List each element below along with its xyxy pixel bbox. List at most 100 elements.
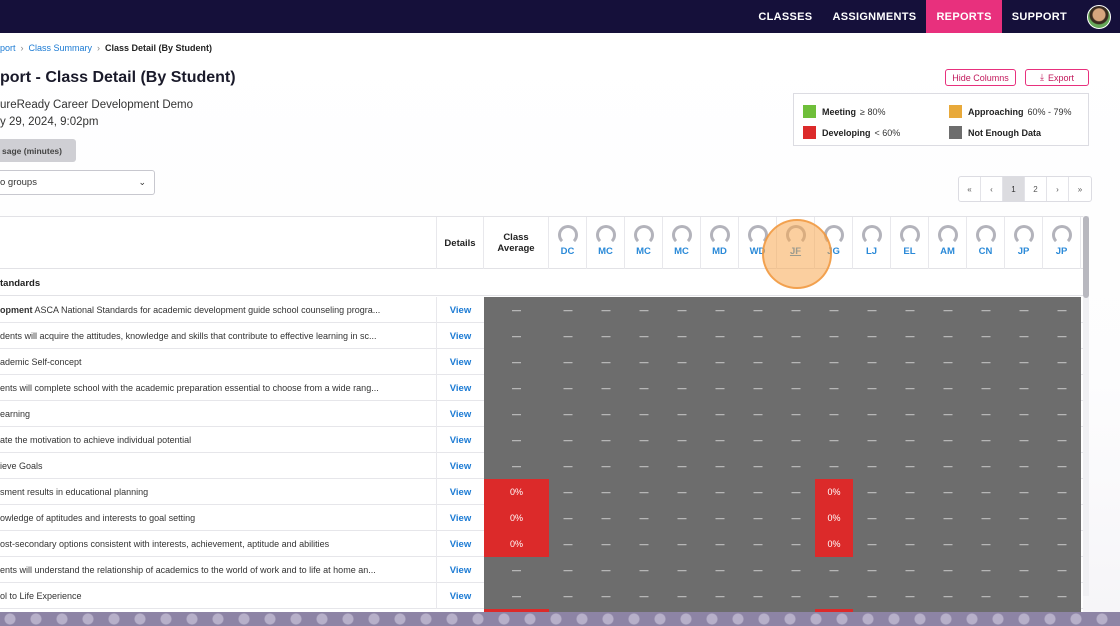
student-score-cell[interactable]: — xyxy=(549,531,587,557)
student-score-cell[interactable]: — xyxy=(853,297,891,323)
class-average-cell[interactable]: — xyxy=(484,323,549,349)
student-score-cell[interactable]: — xyxy=(891,531,929,557)
student-initials[interactable]: MC xyxy=(598,246,613,257)
class-average-cell[interactable]: — xyxy=(484,297,549,323)
student-score-cell[interactable]: — xyxy=(739,557,777,583)
student-initials[interactable]: MC xyxy=(674,246,689,257)
student-score-cell[interactable]: — xyxy=(587,505,625,531)
student-score-cell[interactable]: — xyxy=(663,479,701,505)
nav-classes[interactable]: CLASSES xyxy=(758,10,813,23)
student-score-cell[interactable]: — xyxy=(701,427,739,453)
student-score-cell[interactable]: — xyxy=(777,297,815,323)
student-score-cell[interactable]: — xyxy=(1043,531,1081,557)
student-score-cell[interactable]: — xyxy=(625,453,663,479)
student-score-cell[interactable]: — xyxy=(701,453,739,479)
view-link[interactable]: View xyxy=(436,557,484,583)
student-initials[interactable]: EL xyxy=(903,246,916,257)
student-score-cell[interactable]: — xyxy=(625,531,663,557)
student-score-cell[interactable] xyxy=(701,609,739,612)
class-average-cell[interactable]: — xyxy=(484,427,549,453)
student-score-cell[interactable]: — xyxy=(1005,453,1043,479)
student-score-cell[interactable]: — xyxy=(587,349,625,375)
student-score-cell[interactable]: — xyxy=(815,583,853,609)
class-average-cell[interactable]: — xyxy=(484,375,549,401)
student-score-cell[interactable]: — xyxy=(853,453,891,479)
student-score-cell[interactable]: — xyxy=(1043,349,1081,375)
student-score-cell[interactable]: — xyxy=(587,297,625,323)
student-score-cell[interactable]: — xyxy=(701,323,739,349)
student-score-cell[interactable] xyxy=(1005,609,1043,612)
student-score-cell[interactable]: — xyxy=(777,375,815,401)
student-score-cell[interactable]: — xyxy=(1005,375,1043,401)
student-score-cell[interactable]: — xyxy=(891,583,929,609)
student-initials[interactable]: MC xyxy=(636,246,651,257)
student-score-cell[interactable]: — xyxy=(967,297,1005,323)
student-score-cell[interactable]: — xyxy=(587,531,625,557)
student-score-cell[interactable]: — xyxy=(1043,505,1081,531)
student-initials[interactable]: MD xyxy=(712,246,727,257)
view-link[interactable]: View xyxy=(436,323,484,349)
class-average-cell[interactable]: — xyxy=(484,349,549,375)
pager-last-button[interactable]: » xyxy=(1077,184,1083,194)
student-score-cell[interactable]: — xyxy=(777,479,815,505)
student-score-cell[interactable]: — xyxy=(739,297,777,323)
student-score-cell[interactable]: — xyxy=(967,505,1005,531)
student-score-cell[interactable]: — xyxy=(967,375,1005,401)
nav-support[interactable]: SUPPORT xyxy=(1011,10,1067,23)
class-average-cell[interactable]: — xyxy=(484,557,549,583)
student-initials[interactable]: JG xyxy=(827,246,840,257)
view-link[interactable]: View xyxy=(436,583,484,609)
student-score-cell[interactable]: — xyxy=(587,401,625,427)
view-link[interactable]: View xyxy=(436,479,484,505)
student-score-cell[interactable]: — xyxy=(549,323,587,349)
student-score-cell[interactable]: — xyxy=(701,583,739,609)
student-score-cell[interactable]: — xyxy=(967,583,1005,609)
student-score-cell[interactable] xyxy=(549,609,587,612)
student-score-cell[interactable]: — xyxy=(853,401,891,427)
class-average-cell[interactable]: 0% xyxy=(484,479,549,505)
student-score-cell[interactable]: — xyxy=(663,531,701,557)
student-score-cell[interactable]: — xyxy=(929,323,967,349)
student-score-cell[interactable]: — xyxy=(967,349,1005,375)
student-score-cell[interactable] xyxy=(967,609,1005,612)
student-score-cell[interactable]: — xyxy=(625,401,663,427)
student-score-cell[interactable]: — xyxy=(663,557,701,583)
class-average-cell[interactable]: 0% xyxy=(484,505,549,531)
student-initials[interactable]: JP xyxy=(1055,246,1068,257)
student-score-cell[interactable]: — xyxy=(891,505,929,531)
student-score-cell[interactable]: — xyxy=(1005,401,1043,427)
student-score-cell[interactable]: — xyxy=(1043,401,1081,427)
student-score-cell[interactable]: — xyxy=(663,375,701,401)
student-score-cell[interactable]: — xyxy=(967,323,1005,349)
class-average-cell[interactable]: 0% xyxy=(484,531,549,557)
student-score-cell[interactable]: — xyxy=(625,427,663,453)
student-column-header[interactable]: CN xyxy=(967,217,1005,269)
student-score-cell[interactable]: — xyxy=(777,583,815,609)
student-score-cell[interactable]: — xyxy=(663,401,701,427)
nav-assignments[interactable]: ASSIGNMENTS xyxy=(832,10,917,23)
student-score-cell[interactable] xyxy=(1043,609,1081,612)
view-link[interactable]: View xyxy=(436,453,484,479)
student-score-cell[interactable]: — xyxy=(815,349,853,375)
scrollbar-thumb[interactable] xyxy=(1083,216,1089,298)
student-score-cell[interactable] xyxy=(663,609,701,612)
student-score-cell[interactable]: — xyxy=(815,323,853,349)
student-score-cell[interactable]: — xyxy=(777,401,815,427)
student-score-cell[interactable]: — xyxy=(929,297,967,323)
student-score-cell[interactable]: — xyxy=(967,401,1005,427)
student-score-cell[interactable]: — xyxy=(549,583,587,609)
student-score-cell[interactable]: — xyxy=(929,349,967,375)
class-average-cell[interactable]: — xyxy=(484,453,549,479)
student-score-cell[interactable]: — xyxy=(739,323,777,349)
student-score-cell[interactable]: — xyxy=(815,427,853,453)
student-score-cell[interactable]: — xyxy=(625,557,663,583)
student-score-cell[interactable] xyxy=(625,609,663,612)
student-score-cell[interactable]: — xyxy=(891,297,929,323)
student-score-cell[interactable]: — xyxy=(929,427,967,453)
student-score-cell[interactable]: — xyxy=(853,349,891,375)
student-score-cell[interactable]: — xyxy=(739,479,777,505)
student-score-cell[interactable]: — xyxy=(891,349,929,375)
student-score-cell[interactable]: — xyxy=(739,583,777,609)
student-score-cell[interactable]: 0% xyxy=(815,505,853,531)
student-score-cell[interactable]: — xyxy=(701,557,739,583)
